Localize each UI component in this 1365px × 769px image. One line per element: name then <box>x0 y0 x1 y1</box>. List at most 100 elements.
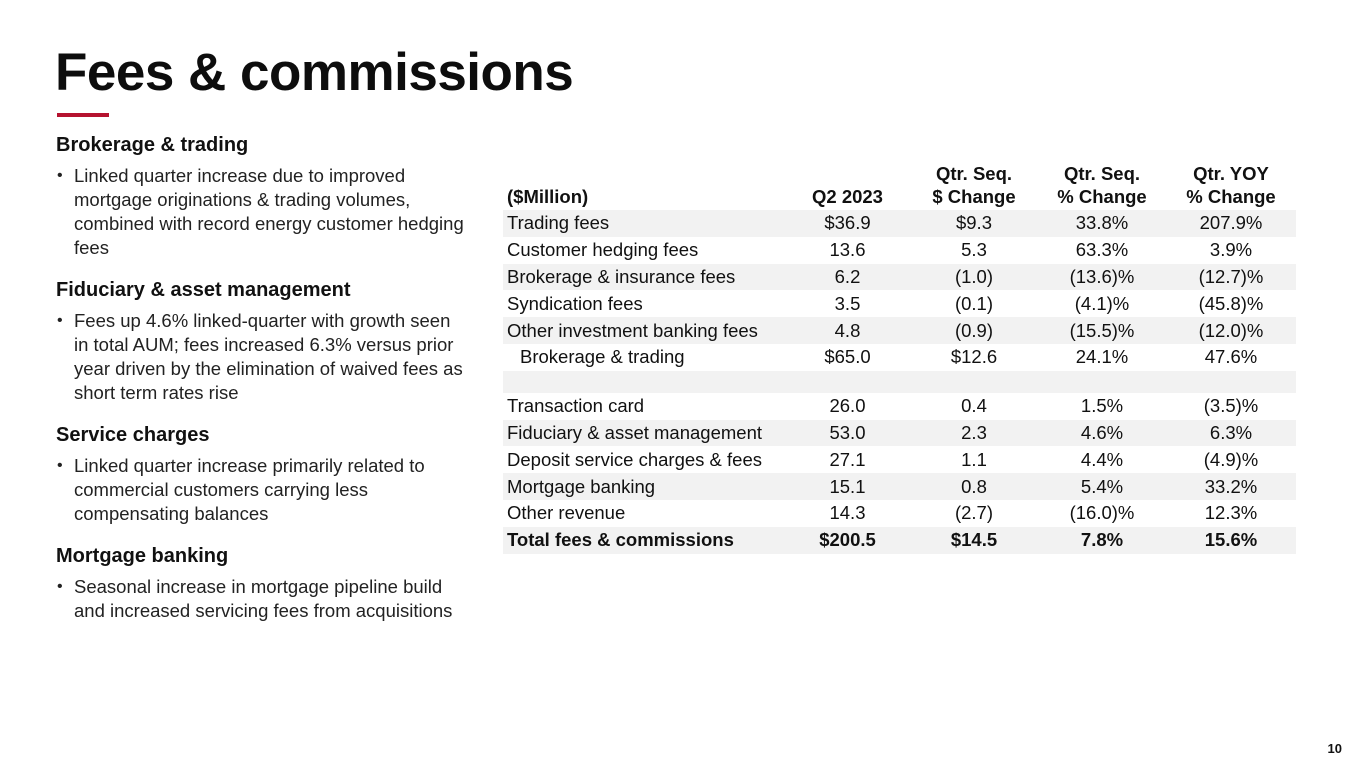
table-row: Deposit service charges & fees 27.1 1.1 … <box>503 446 1296 473</box>
page-number: 10 <box>1327 741 1342 756</box>
table-spacer-row <box>503 370 1296 393</box>
cell-seq-pct: 4.4% <box>1080 448 1124 470</box>
cell-yoy: 47.6% <box>1204 346 1258 368</box>
cell-seq-pct: 7.8% <box>1038 526 1166 554</box>
bullet-text: Seasonal increase in mortgage pipeline b… <box>74 576 453 621</box>
cell-seq-dollar: 1.1 <box>961 448 987 470</box>
table-row: Other revenue 14.3 (2.7) (16.0)% 12.3% <box>503 500 1296 527</box>
cell-yoy: 15.6% <box>1166 526 1296 554</box>
bullet-text: Linked quarter increase due to improved … <box>74 165 464 258</box>
header-line: % Change <box>1186 186 1276 207</box>
cell-seq-dollar: 0.8 <box>910 473 1038 500</box>
header-line: Qtr. Seq. <box>935 163 1013 184</box>
row-label: Total fees & commissions <box>503 526 785 554</box>
cell-q2: 27.1 <box>829 448 866 470</box>
cell-q2: 14.3 <box>829 502 866 524</box>
bullet-item: • Linked quarter increase primarily rela… <box>55 454 465 526</box>
section-mortgage-banking: Mortgage banking • Seasonal increase in … <box>55 543 465 623</box>
row-label: Other investment banking fees <box>503 317 785 344</box>
cell-seq-pct: 5.4% <box>1038 473 1166 500</box>
cell-yoy: 33.2% <box>1166 473 1296 500</box>
table-row: Other investment banking fees 4.8 (0.9) … <box>503 317 1296 344</box>
cell-yoy: 12.3% <box>1204 502 1258 524</box>
table-row-total: Total fees & commissions $200.5 $14.5 7.… <box>503 526 1296 554</box>
header-line: % Change <box>1057 186 1147 207</box>
bullet-item: • Linked quarter increase due to improve… <box>55 164 465 260</box>
section-heading: Fiduciary & asset management <box>56 279 351 301</box>
cell-seq-pct: 33.8% <box>1038 210 1166 237</box>
row-label: Brokerage & trading <box>520 346 685 368</box>
header-line: Qtr. YOY <box>1193 163 1269 184</box>
cell-seq-dollar: (2.7) <box>954 502 994 524</box>
title-accent-bar <box>57 113 109 117</box>
cell-seq-dollar: $9.3 <box>910 210 1038 237</box>
cell-q2: 3.5 <box>834 292 861 314</box>
row-label: Customer hedging fees <box>507 239 699 261</box>
section-brokerage-trading: Brokerage & trading • Linked quarter inc… <box>55 132 465 260</box>
row-label: Deposit service charges & fees <box>507 448 763 470</box>
header-line: Qtr. Seq. <box>1063 163 1141 184</box>
section-heading: Mortgage banking <box>56 545 229 567</box>
cell-seq-dollar: 5.3 <box>961 239 987 261</box>
bullet-icon: • <box>57 578 63 595</box>
cell-seq-pct: (13.6)% <box>1038 263 1166 291</box>
cell-q2: 15.1 <box>785 473 910 500</box>
section-heading: Brokerage & trading <box>56 134 249 156</box>
cell-q2: $200.5 <box>785 526 910 554</box>
cell-seq-dollar: $12.6 <box>950 346 998 368</box>
bullet-text: Linked quarter increase primarily relate… <box>74 455 425 524</box>
table-row: Brokerage & insurance fees 6.2 (1.0) (13… <box>503 263 1296 291</box>
bullet-icon: • <box>57 312 63 329</box>
bullet-icon: • <box>57 167 63 184</box>
row-label: Other revenue <box>507 502 626 524</box>
section-service-charges: Service charges • Linked quarter increas… <box>55 422 465 526</box>
cell-q2: 26.0 <box>829 395 866 417</box>
cell-seq-pct: 63.3% <box>1075 239 1129 261</box>
row-label: Fiduciary & asset management <box>503 419 785 447</box>
cell-yoy: (4.9)% <box>1203 448 1259 470</box>
cell-seq-dollar: (1.0) <box>910 263 1038 291</box>
section-fiduciary-asset-management: Fiduciary & asset management • Fees up 4… <box>55 277 465 405</box>
header-q2-2023: Q2 2023 <box>812 186 883 207</box>
cell-q2: 13.6 <box>829 239 866 261</box>
cell-q2: $65.0 <box>824 346 871 368</box>
header-seq-dollar-change: Qtr. Seq. $ Change <box>910 162 1038 210</box>
page-title: Fees & commissions <box>55 43 574 102</box>
cell-seq-pct: (4.1)% <box>1074 292 1130 314</box>
header-line: $ Change <box>932 186 1016 207</box>
cell-seq-pct: 1.5% <box>1080 395 1124 417</box>
bullet-item: • Fees up 4.6% linked-quarter with growt… <box>55 309 465 405</box>
cell-yoy: (12.7)% <box>1166 263 1296 291</box>
header-seq-pct-change: Qtr. Seq. % Change <box>1038 162 1166 210</box>
cell-q2: 4.8 <box>785 317 910 344</box>
cell-yoy: 6.3% <box>1166 419 1296 447</box>
cell-yoy: (3.5)% <box>1203 395 1259 417</box>
header-yoy-pct-change: Qtr. YOY % Change <box>1166 162 1296 210</box>
commentary-column: Brokerage & trading • Linked quarter inc… <box>55 132 465 640</box>
cell-yoy: (12.0)% <box>1166 317 1296 344</box>
table-row: Syndication fees 3.5 (0.1) (4.1)% (45.8)… <box>503 290 1296 317</box>
row-label: Trading fees <box>503 210 785 237</box>
cell-q2: 53.0 <box>785 419 910 447</box>
bullet-icon: • <box>57 457 63 474</box>
table-row: Fiduciary & asset management 53.0 2.3 4.… <box>503 419 1296 447</box>
row-label: Transaction card <box>507 395 645 417</box>
cell-seq-dollar: 0.4 <box>961 395 987 417</box>
table-header-row: ($Million) Q2 2023 Qtr. Seq. $ Change Qt… <box>503 162 1296 210</box>
cell-seq-pct: 4.6% <box>1038 419 1166 447</box>
table-row: Mortgage banking 15.1 0.8 5.4% 33.2% <box>503 473 1296 500</box>
cell-yoy: 207.9% <box>1166 210 1296 237</box>
fees-table: ($Million) Q2 2023 Qtr. Seq. $ Change Qt… <box>503 162 1296 554</box>
cell-seq-dollar: $14.5 <box>910 526 1038 554</box>
header-label: ($Million) <box>507 186 589 207</box>
cell-q2: 6.2 <box>785 263 910 291</box>
row-label: Syndication fees <box>507 292 643 314</box>
cell-yoy: (45.8)% <box>1198 292 1264 314</box>
row-label: Brokerage & insurance fees <box>503 263 785 291</box>
cell-seq-pct: 24.1% <box>1075 346 1129 368</box>
cell-yoy: 3.9% <box>1209 239 1253 261</box>
table-row: Customer hedging fees 13.6 5.3 63.3% 3.9… <box>503 237 1296 264</box>
bullet-item: • Seasonal increase in mortgage pipeline… <box>55 575 465 623</box>
table-row: Trading fees $36.9 $9.3 33.8% 207.9% <box>503 210 1296 237</box>
section-heading: Service charges <box>56 424 210 446</box>
